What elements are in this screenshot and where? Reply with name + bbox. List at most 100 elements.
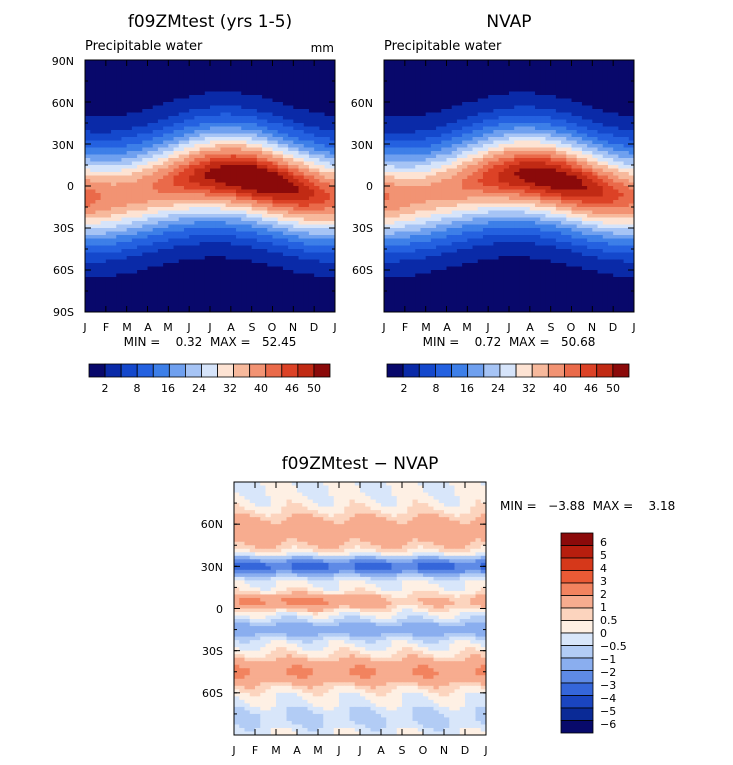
heat-cell <box>462 109 468 114</box>
heat-cell <box>535 70 541 75</box>
heat-cell <box>178 266 185 271</box>
heat-cell <box>210 228 216 233</box>
heat-cell <box>199 158 206 163</box>
heat-cell <box>199 228 206 233</box>
heat-cell <box>220 298 227 303</box>
heat-cell <box>173 60 180 65</box>
heat-cell <box>90 287 97 292</box>
heat-cell <box>85 200 91 205</box>
heat-cell <box>256 203 263 208</box>
heat-cell <box>314 287 320 292</box>
heat-cell <box>430 147 437 152</box>
heat-cell <box>384 95 390 100</box>
heat-cell <box>241 119 248 124</box>
heat-cell <box>225 179 232 184</box>
heat-cell <box>399 84 406 89</box>
heat-cell <box>246 168 253 173</box>
heat-cell <box>561 102 567 107</box>
heat-cell <box>204 277 211 282</box>
heat-cell <box>251 112 258 117</box>
heat-cell <box>550 133 557 138</box>
heat-cell <box>272 119 279 124</box>
heat-cell <box>241 291 248 296</box>
heat-cell <box>210 88 216 93</box>
x-tick-label: O <box>268 321 277 334</box>
heat-cell <box>246 228 253 233</box>
heat-cell <box>100 123 107 128</box>
heat-cell <box>90 137 97 142</box>
heat-cell <box>210 137 216 142</box>
heat-cell <box>399 81 406 86</box>
heat-cell <box>488 105 494 110</box>
heat-cell <box>482 161 489 166</box>
heat-cell <box>194 105 201 110</box>
heat-cell <box>131 203 138 208</box>
heat-cell <box>467 112 474 117</box>
heat-cell <box>262 270 268 275</box>
heat-cell <box>251 133 258 138</box>
heat-cell <box>189 165 195 170</box>
heat-cell <box>415 123 422 128</box>
heat-cell <box>571 77 578 82</box>
heat-cell <box>282 287 289 292</box>
heat-cell <box>399 133 406 138</box>
heat-cell <box>519 84 526 89</box>
heat-cell <box>430 67 437 72</box>
heat-cell <box>116 137 123 142</box>
heat-cell <box>482 147 489 152</box>
heat-cell <box>524 105 531 110</box>
heat-cell <box>262 168 268 173</box>
heat-cell <box>251 189 258 194</box>
heat-cell <box>204 105 211 110</box>
heat-cell <box>456 81 463 86</box>
heat-cell <box>493 60 500 65</box>
heat-cell <box>111 291 117 296</box>
heat-cell <box>298 189 305 194</box>
heat-cell <box>293 91 300 96</box>
heat-cell <box>241 217 248 222</box>
heat-cell <box>210 161 216 166</box>
heat-cell <box>262 158 268 163</box>
heat-cell <box>509 81 515 86</box>
heat-cell <box>314 172 320 177</box>
heat-cell <box>121 242 128 247</box>
heat-cell <box>230 287 237 292</box>
heat-cell <box>524 81 531 86</box>
heat-cell <box>298 91 305 96</box>
heat-cell <box>587 98 593 103</box>
heat-cell <box>308 235 315 240</box>
heat-cell <box>251 252 258 257</box>
heat-cell <box>571 123 578 128</box>
heat-cell <box>204 98 211 103</box>
heat-cell <box>467 133 474 138</box>
heat-cell <box>540 133 547 138</box>
heat-cell <box>298 207 305 212</box>
heat-cell <box>251 305 258 310</box>
heat-cell <box>220 182 227 187</box>
heat-cell <box>329 228 335 233</box>
heat-cell <box>142 161 149 166</box>
heat-cell <box>498 133 505 138</box>
heat-cell <box>308 168 315 173</box>
heat-cell <box>137 182 143 187</box>
heat-cell <box>95 102 102 107</box>
heat-cell <box>246 298 253 303</box>
heat-cell <box>303 231 310 236</box>
heat-cell <box>246 256 253 261</box>
heat-cell <box>256 200 263 205</box>
heat-cell <box>90 179 97 184</box>
heat-cell <box>157 242 164 247</box>
heat-cell <box>152 231 159 236</box>
heat-cell <box>147 263 154 268</box>
heat-cell <box>303 126 310 131</box>
heat-cell <box>147 189 154 194</box>
heat-cell <box>246 151 253 156</box>
heat-cell <box>220 105 227 110</box>
heat-cell <box>529 60 536 65</box>
heat-cell <box>215 217 222 222</box>
heat-cell <box>256 235 263 240</box>
heat-cell <box>597 112 604 117</box>
heat-cell <box>137 98 143 103</box>
heat-cell <box>210 273 216 278</box>
heat-cell <box>152 168 159 173</box>
